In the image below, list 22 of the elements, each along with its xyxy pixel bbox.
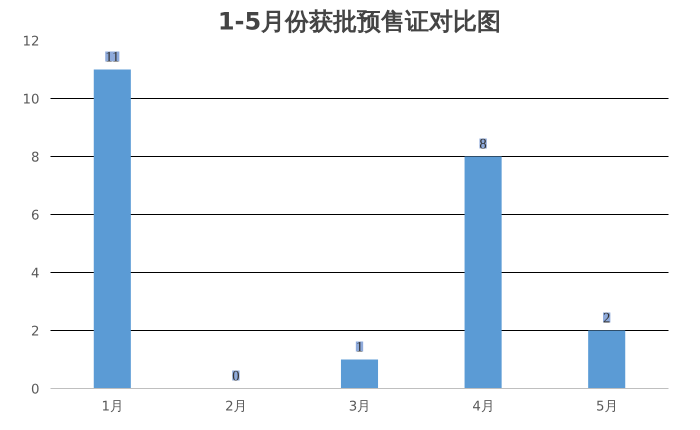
y-tick-label: 4: [31, 266, 40, 282]
x-tick-label: 3月: [348, 400, 370, 414]
x-tick-label: 1月: [102, 400, 124, 414]
y-tick-label: 2: [31, 324, 40, 340]
data-label: 0: [232, 368, 240, 384]
y-tick-label: 8: [31, 150, 40, 166]
chart-title: 1-5月份获批预售证对比图: [218, 8, 502, 36]
x-tick-label: 5月: [596, 400, 618, 414]
data-label: 8: [479, 136, 487, 152]
bar: [588, 330, 626, 388]
bar: [340, 360, 378, 388]
y-tick-label: 12: [22, 34, 40, 50]
bar: [464, 156, 502, 388]
data-label: 11: [105, 50, 120, 66]
y-tick-label: 10: [22, 92, 40, 108]
y-tick-label: 6: [31, 208, 40, 224]
y-tick-label: 0: [31, 382, 40, 398]
x-tick-label: 4月: [472, 400, 494, 414]
data-label: 2: [603, 310, 610, 326]
bar: [94, 70, 131, 388]
data-label: 1: [356, 340, 364, 356]
x-tick-label: 2月: [225, 400, 247, 414]
